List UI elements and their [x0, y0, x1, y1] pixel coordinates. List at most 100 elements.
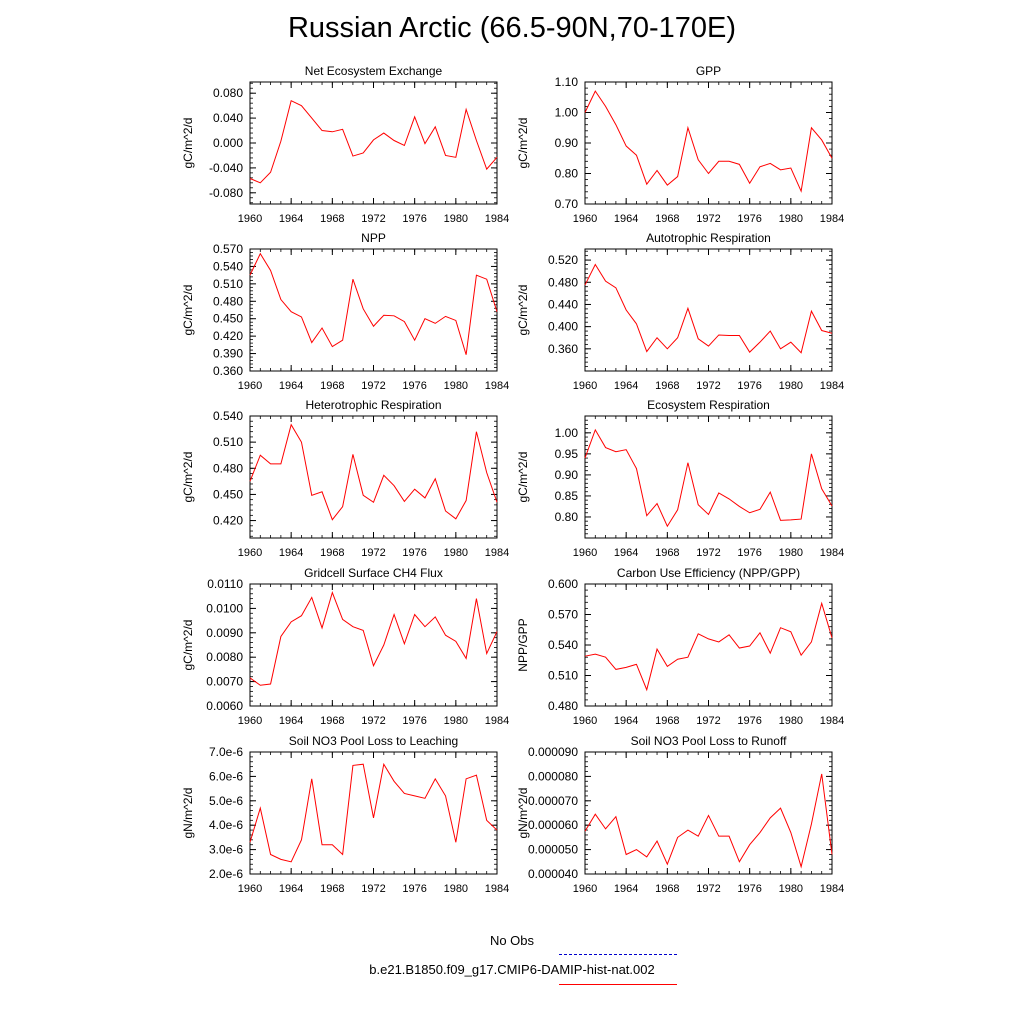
y-axis-label: gC/m^2/d	[181, 620, 195, 671]
panel-title: Net Ecosystem Exchange	[305, 64, 443, 78]
y-tick-label: 0.000090	[528, 745, 578, 759]
y-axis-label: gN/m^2/d	[181, 788, 195, 839]
x-tick-label: 1976	[402, 883, 426, 895]
y-tick-label: 0.540	[548, 638, 578, 652]
x-tick-label: 1960	[238, 213, 262, 225]
y-tick-label: 0.480	[548, 275, 578, 289]
y-tick-label: 0.000050	[528, 843, 578, 857]
y-tick-label: 0.000060	[528, 818, 578, 832]
plot-frame	[249, 415, 498, 539]
y-tick-label: 0.480	[548, 699, 578, 713]
y-tick-label: 0.420	[213, 329, 243, 343]
y-tick-label: 0.450	[213, 312, 243, 326]
series-line	[584, 90, 833, 193]
x-tick-label: 1984	[820, 715, 844, 727]
y-tick-label: 0.420	[213, 514, 243, 528]
x-tick-label: 1964	[614, 715, 638, 727]
y-tick-label: 4.0e-6	[209, 818, 243, 832]
y-tick-label: 0.000	[213, 136, 243, 150]
legend-obs-line	[559, 954, 677, 955]
y-tick-label: 0.540	[213, 409, 243, 423]
series-line	[584, 601, 833, 692]
y-tick-label: 0.450	[213, 487, 243, 501]
x-tick-label: 1964	[279, 380, 303, 392]
chart-panel: 1960 1964 1968 1972 1976 1980 1984 0.480 0.510 0.…	[516, 566, 844, 727]
x-tick-label: 1972	[696, 380, 720, 392]
y-tick-label: 0.570	[213, 242, 243, 256]
x-tick-label: 1964	[614, 380, 638, 392]
legend-model-line	[559, 984, 677, 985]
y-tick-label: 0.95	[555, 447, 579, 461]
x-tick-label: 1972	[361, 883, 385, 895]
x-tick-label: 1980	[779, 213, 803, 225]
x-tick-label: 1972	[361, 715, 385, 727]
legend-obs-label: No Obs	[489, 933, 535, 948]
y-tick-label: 0.0090	[206, 626, 243, 640]
y-axis-label: NPP/GPP	[516, 618, 530, 671]
x-tick-label: 1984	[485, 213, 509, 225]
y-axis-label: gC/m^2/d	[516, 285, 530, 336]
y-tick-label: 0.480	[213, 294, 243, 308]
plot-frame	[584, 248, 833, 372]
y-tick-label: 2.0e-6	[209, 867, 243, 881]
x-tick-label: 1984	[485, 715, 509, 727]
panel-title: Soil NO3 Pool Loss to Runoff	[631, 734, 788, 748]
x-tick-label: 1980	[444, 715, 468, 727]
x-tick-label: 1960	[573, 547, 597, 559]
x-tick-label: 1976	[402, 380, 426, 392]
chart-panel: 1960 1964 1968 1972 1976 1980 1984 0.80 0.85 0.90…	[516, 398, 844, 559]
x-tick-label: 1972	[361, 213, 385, 225]
plot-frame	[584, 81, 833, 205]
y-tick-label: -0.080	[209, 186, 243, 200]
y-tick-label: 0.480	[213, 461, 243, 475]
y-tick-label: 0.440	[548, 297, 578, 311]
plot-frame	[249, 583, 498, 707]
x-tick-label: 1984	[485, 883, 509, 895]
y-tick-label: 1.00	[555, 426, 579, 440]
x-tick-label: 1968	[655, 883, 679, 895]
x-tick-label: 1964	[279, 883, 303, 895]
y-tick-label: 0.080	[213, 86, 243, 100]
x-tick-label: 1968	[320, 213, 344, 225]
y-tick-label: 0.80	[555, 167, 579, 181]
x-tick-label: 1960	[238, 380, 262, 392]
x-tick-label: 1960	[238, 715, 262, 727]
y-tick-label: 0.510	[213, 435, 243, 449]
series-line	[249, 590, 498, 686]
x-tick-label: 1972	[696, 715, 720, 727]
y-tick-label: 0.000070	[528, 794, 578, 808]
x-tick-label: 1984	[485, 547, 509, 559]
y-tick-label: 0.510	[548, 669, 578, 683]
x-tick-label: 1964	[614, 213, 638, 225]
x-tick-label: 1976	[402, 213, 426, 225]
plot-frame	[584, 751, 833, 875]
x-tick-label: 1976	[737, 547, 761, 559]
chart-panel: 1960 1964 1968 1972 1976 1980 1984 0.360 0.400 0.…	[516, 231, 844, 392]
legend-model-label: b.e21.B1850.f09_g17.CMIP6-DAMIP-hist-nat…	[369, 962, 655, 977]
x-tick-label: 1980	[779, 547, 803, 559]
y-tick-label: 0.0100	[206, 601, 243, 615]
x-tick-label: 1968	[320, 715, 344, 727]
x-tick-label: 1968	[655, 380, 679, 392]
figure-title: Russian Arctic (66.5-90N,70-170E)	[287, 12, 737, 44]
x-tick-label: 1964	[614, 547, 638, 559]
x-tick-label: 1976	[737, 380, 761, 392]
x-tick-label: 1968	[655, 715, 679, 727]
y-tick-label: 0.400	[548, 320, 578, 334]
x-tick-label: 1980	[444, 883, 468, 895]
x-tick-label: 1984	[820, 213, 844, 225]
y-axis-label: gC/m^2/d	[181, 118, 195, 169]
y-tick-label: 1.00	[555, 106, 579, 120]
series-line	[249, 423, 498, 521]
y-tick-label: 0.520	[548, 253, 578, 267]
y-tick-label: 0.85	[555, 489, 579, 503]
x-tick-label: 1972	[361, 380, 385, 392]
y-tick-label: 0.000080	[528, 769, 578, 783]
y-tick-label: 0.0110	[207, 577, 243, 591]
y-tick-label: 0.000040	[528, 867, 578, 881]
x-tick-label: 1972	[696, 213, 720, 225]
y-axis-label: gC/m^2/d	[516, 118, 530, 169]
y-tick-label: 1.10	[555, 75, 579, 89]
y-tick-label: 0.0060	[206, 699, 243, 713]
